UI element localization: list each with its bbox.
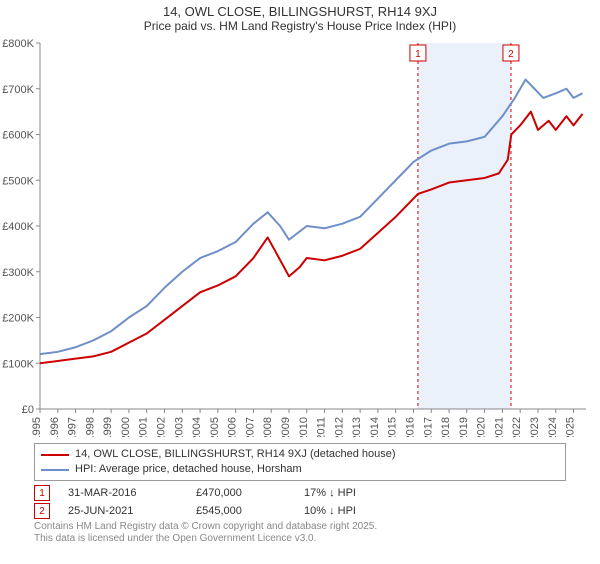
legend-swatch (41, 469, 69, 471)
svg-text:2006: 2006 (227, 417, 239, 437)
svg-text:2021: 2021 (493, 417, 505, 437)
marker-detail-row: 2 25-JUN-2021 £545,000 10% ↓ HPI (34, 503, 566, 519)
svg-text:2008: 2008 (262, 417, 274, 437)
marker-price: £545,000 (196, 505, 286, 517)
marker-id-box: 2 (34, 503, 50, 519)
svg-text:1995: 1995 (31, 417, 43, 437)
svg-text:1998: 1998 (84, 417, 96, 437)
svg-text:2000: 2000 (120, 417, 132, 437)
copyright-line: Contains HM Land Registry data © Crown c… (34, 521, 566, 533)
svg-text:2022: 2022 (511, 417, 523, 437)
legend-swatch (41, 454, 69, 456)
marker-detail-row: 1 31-MAR-2016 £470,000 17% ↓ HPI (34, 485, 566, 501)
chart-legend: 14, OWL CLOSE, BILLINGSHURST, RH14 9XJ (… (34, 443, 566, 481)
legend-label: 14, OWL CLOSE, BILLINGSHURST, RH14 9XJ (… (75, 447, 396, 462)
line-chart: £0 £100K £200K £300K £400K £500K £600K £700K £80… (0, 37, 600, 437)
svg-text:£700K: £700K (2, 84, 34, 96)
svg-text:1999: 1999 (102, 417, 114, 437)
marker-date: 25-JUN-2021 (68, 505, 178, 517)
svg-text:2012: 2012 (333, 417, 345, 437)
svg-text:2023: 2023 (529, 417, 541, 437)
svg-text:2019: 2019 (458, 417, 470, 437)
svg-text:2015: 2015 (387, 417, 399, 437)
legend-label: HPI: Average price, detached house, Hors… (75, 462, 302, 477)
page-subtitle: Price paid vs. HM Land Registry's House … (0, 19, 600, 33)
copyright-text: Contains HM Land Registry data © Crown c… (34, 521, 566, 545)
marker-detail-list: 1 31-MAR-2016 £470,000 17% ↓ HPI 2 25-JUN-202… (34, 485, 566, 519)
svg-text:£800K: £800K (2, 38, 34, 50)
svg-text:£500K: £500K (2, 175, 34, 187)
marker-id-box: 1 (34, 485, 50, 501)
chart-area: £0 £100K £200K £300K £400K £500K £600K £700K £80… (0, 37, 600, 437)
marker-price: £470,000 (196, 487, 286, 499)
svg-text:2004: 2004 (191, 417, 203, 437)
svg-text:2010: 2010 (298, 417, 310, 437)
marker-delta: 17% ↓ HPI (304, 487, 356, 499)
svg-text:2024: 2024 (547, 417, 559, 437)
svg-text:2013: 2013 (351, 417, 363, 437)
legend-item: HPI: Average price, detached house, Hors… (41, 462, 559, 477)
page-title: 14, OWL CLOSE, BILLINGSHURST, RH14 9XJ (0, 4, 600, 19)
svg-text:2007: 2007 (244, 417, 256, 437)
svg-text:£400K: £400K (2, 221, 34, 233)
svg-text:2016: 2016 (404, 417, 416, 437)
svg-text:2017: 2017 (422, 417, 434, 437)
svg-text:2020: 2020 (476, 417, 488, 437)
svg-text:2025: 2025 (565, 417, 577, 437)
copyright-line: This data is licensed under the Open Gov… (34, 533, 566, 545)
svg-text:2011: 2011 (316, 417, 328, 437)
svg-text:1: 1 (415, 49, 421, 60)
svg-text:2014: 2014 (369, 417, 381, 437)
svg-text:1996: 1996 (49, 417, 61, 437)
svg-text:£0: £0 (22, 404, 34, 416)
svg-text:£600K: £600K (2, 130, 34, 142)
svg-text:2018: 2018 (440, 417, 452, 437)
svg-text:1997: 1997 (67, 417, 79, 437)
legend-item: 14, OWL CLOSE, BILLINGSHURST, RH14 9XJ (… (41, 447, 559, 462)
marker-delta: 10% ↓ HPI (304, 505, 356, 517)
svg-text:2001: 2001 (138, 417, 150, 437)
svg-text:2003: 2003 (173, 417, 185, 437)
marker-date: 31-MAR-2016 (68, 487, 178, 499)
svg-text:£300K: £300K (2, 267, 34, 279)
svg-text:£100K: £100K (2, 358, 34, 370)
svg-text:2005: 2005 (209, 417, 221, 437)
svg-text:2002: 2002 (155, 417, 167, 437)
svg-text:2009: 2009 (280, 417, 292, 437)
svg-text:£200K: £200K (2, 313, 34, 325)
svg-text:2: 2 (508, 49, 514, 60)
